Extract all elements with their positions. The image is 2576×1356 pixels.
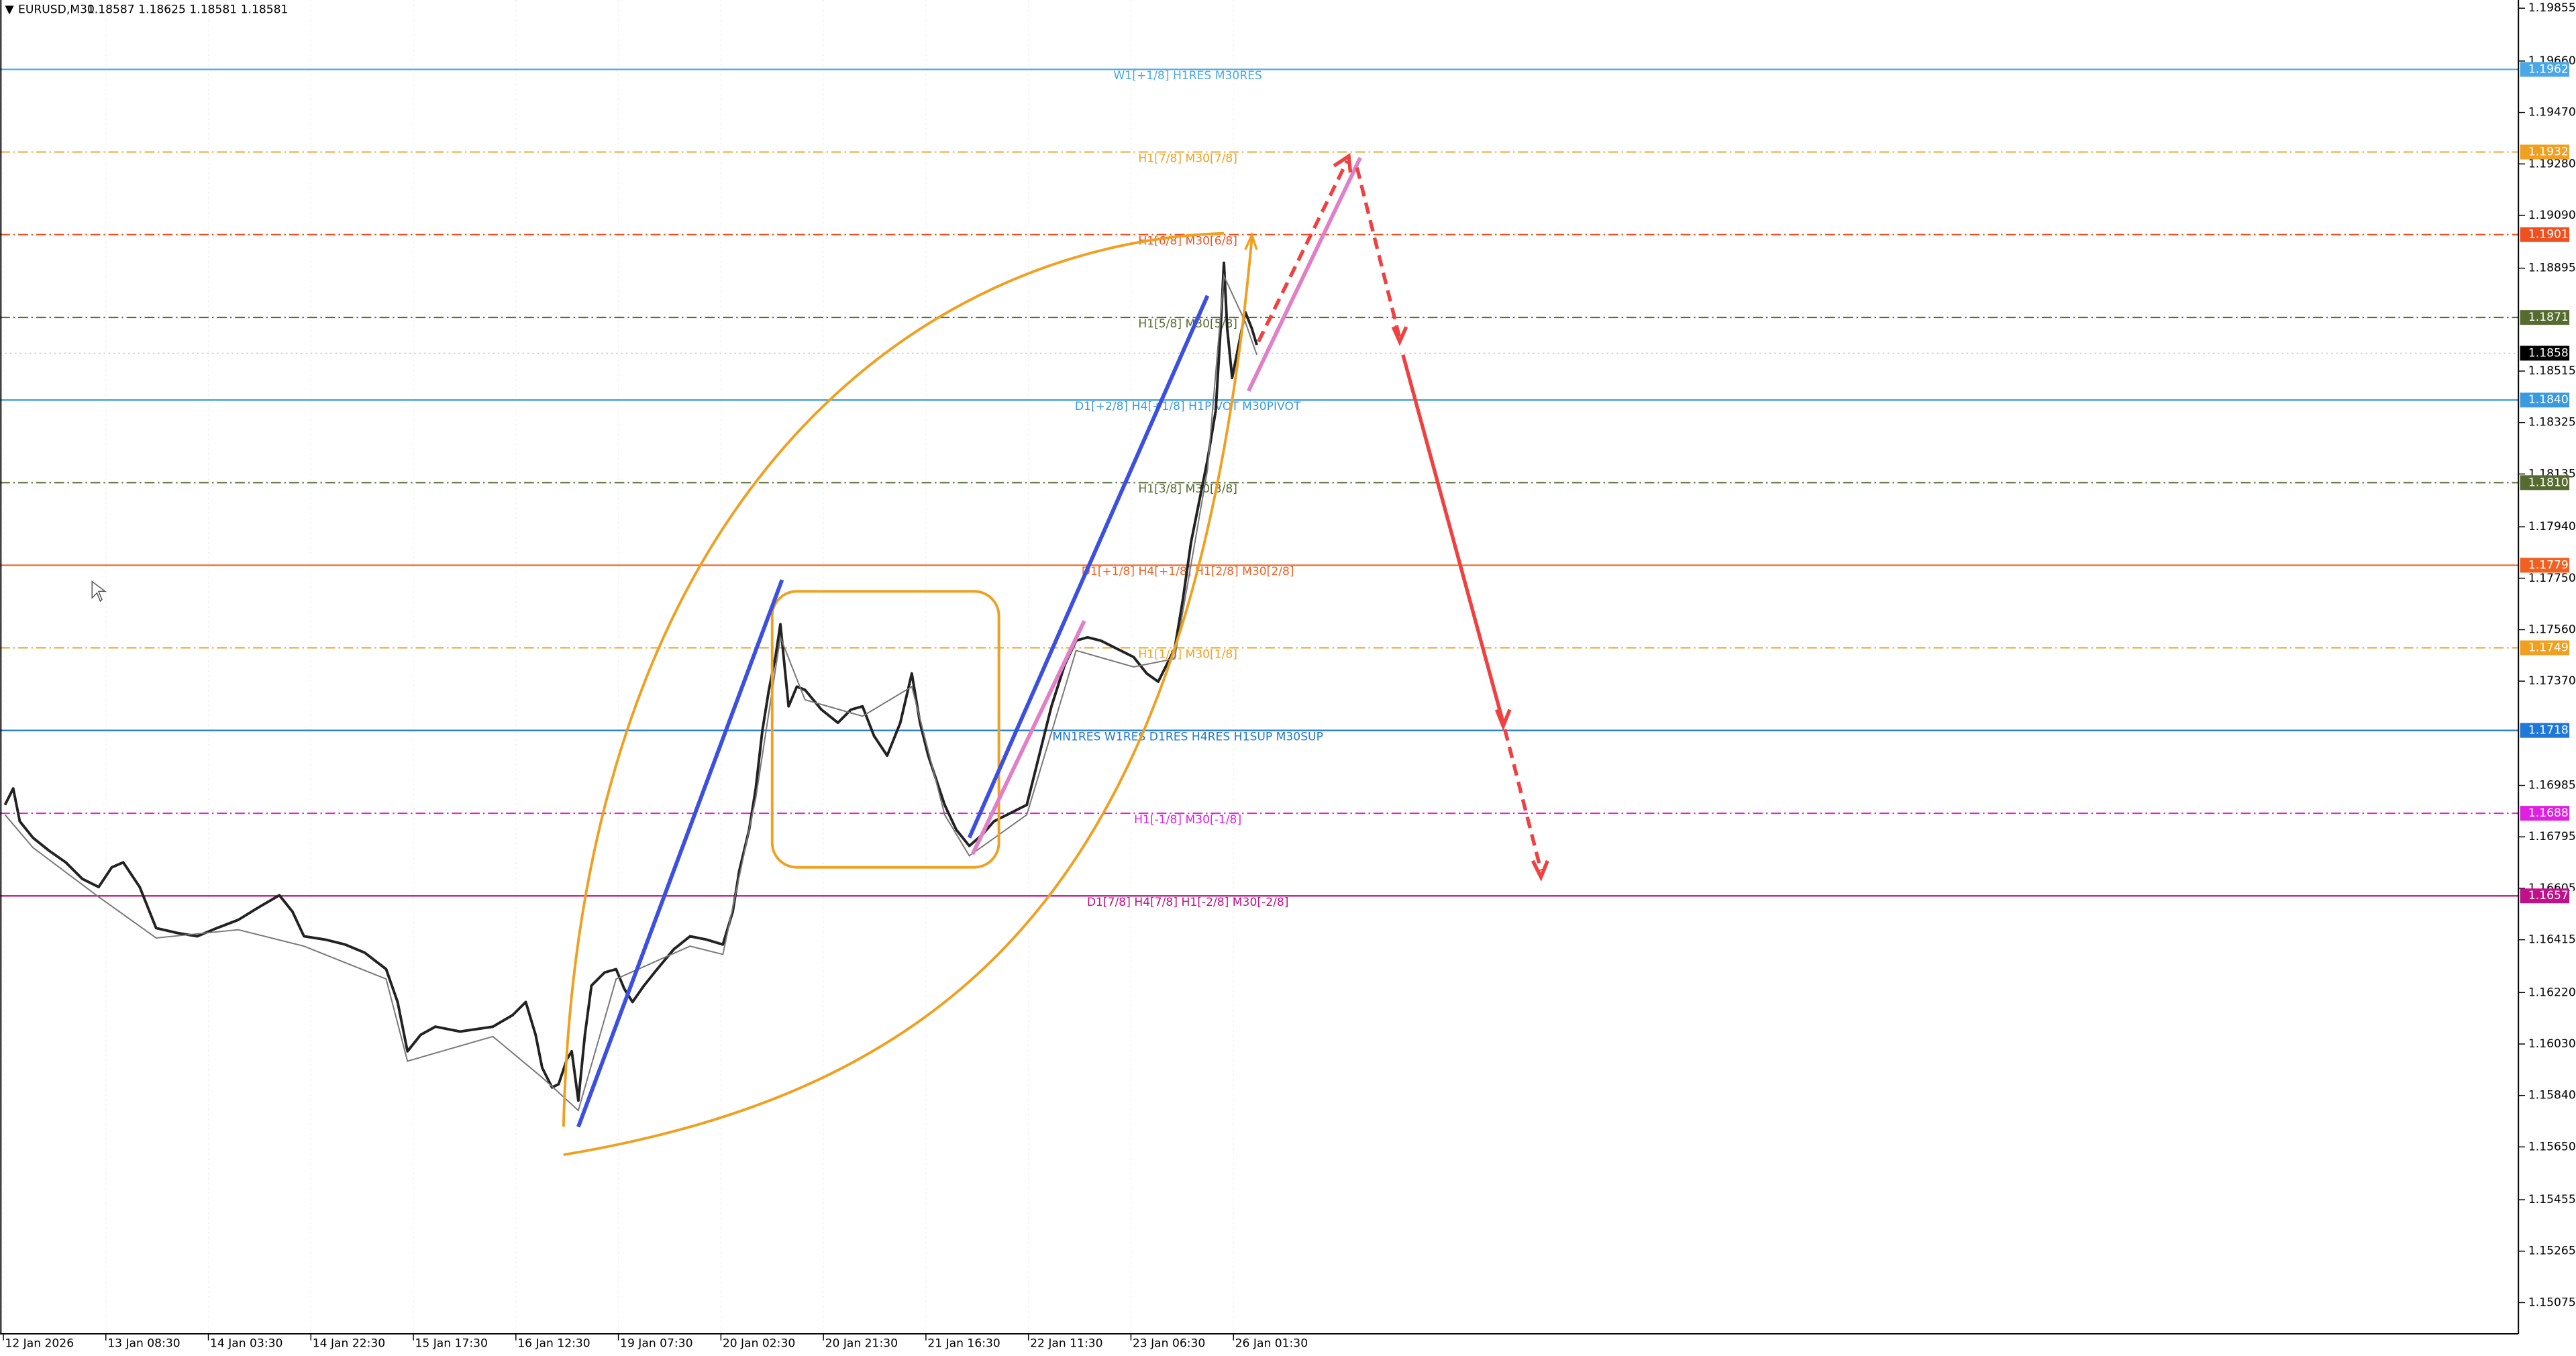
time-label: 21 Jan 16:30 [927,1337,1000,1351]
lower-arc [563,238,1253,1157]
price-label: 1.19470 [2528,106,2576,119]
level-label: D1[+2/8] H4[+1/8] H1PIVOT M30PIVOT [1075,400,1301,413]
price-label: 1.19855 [2528,1,2576,15]
level-label: MN1RES W1RES D1RES H4RES H1SUP M30SUP [1052,730,1323,743]
price-tag [2520,723,2570,738]
trend-line [970,620,1086,855]
time-label: 19 Jan 07:30 [620,1337,692,1351]
forecast-extension [1503,729,1543,872]
price-tag-label: 1.19324 [2528,146,2576,159]
time-label: 14 Jan 22:30 [313,1337,385,1351]
price-tag-label: 1.17188 [2528,724,2576,737]
price-tag [2520,475,2570,490]
price-label: 1.16985 [2528,779,2576,792]
level-label: H1[7/8] M30[7/8] [1138,152,1237,165]
price-tag-label: 1.17493 [2528,641,2576,655]
trend-line [1247,156,1362,392]
arc-arrow [1244,231,1258,250]
arrow-head [1494,709,1512,731]
symbol: EURUSD,M30 [18,3,95,17]
time-label: 16 Jan 12:30 [517,1337,590,1351]
time-label: 12 Jan 2026 [5,1337,74,1351]
quotes: 1.18587 1.18625 1.18581 1.18581 [87,3,289,17]
current-price-tag [2520,346,2570,361]
price-tag-label: 1.16882 [2528,806,2576,820]
price-label: 1.19280 [2528,157,2576,170]
price-tag [2520,227,2570,242]
price-tag [2520,144,2570,160]
price-tag-label: 1.19019 [2528,228,2576,242]
grid [3,0,1234,1334]
forecast-drop [1401,354,1505,723]
price-label: 1.15075 [2528,1296,2576,1309]
price-label: 1.19090 [2528,209,2576,222]
header-arrow: ▼ [5,3,14,17]
time-label: 20 Jan 21:30 [825,1337,898,1351]
consolidation-box [770,590,1000,869]
time-label: 26 Jan 01:30 [1235,1337,1308,1351]
axes: 1.198551.196601.194701.192801.190901.188… [3,1,2576,1351]
price-label: 1.17560 [2528,623,2576,636]
price-tag-label: 1.18408 [2528,393,2576,407]
price-label: 1.17940 [2528,520,2576,533]
time-label: 15 Jan 17:30 [415,1337,488,1351]
level-label: D1[7/8] H4[7/8] H1[-2/8] M30[-2/8] [1087,896,1289,909]
price-label: 1.16030 [2528,1037,2576,1051]
price-label: 1.18895 [2528,262,2576,275]
mouse-cursor [91,580,107,603]
upper-arc [562,231,1225,1127]
level-label: H1[1/8] M30[1/8] [1138,647,1237,661]
price-label: 1.16220 [2528,986,2576,999]
time-label: 22 Jan 11:30 [1030,1337,1102,1351]
time-label: 20 Jan 02:30 [723,1337,795,1351]
current-price-label: 1.18581 [2528,346,2576,360]
price-tag-label: 1.17798 [2528,558,2576,572]
arrow-head [1391,326,1408,346]
level-label: H1[-1/8] M30[-1/8] [1134,813,1241,827]
price-label: 1.16795 [2528,830,2576,843]
price-tag-label: 1.18103 [2528,476,2576,489]
price-tag-label: 1.16577 [2528,889,2576,902]
price-tag [2520,806,2570,821]
price-label: 1.17370 [2528,674,2576,688]
price-tag [2520,640,2570,656]
price-tag [2520,62,2570,77]
time-label: 13 Jan 08:30 [107,1337,180,1351]
time-label: 14 Jan 03:30 [210,1337,282,1351]
price-label: 1.15840 [2528,1089,2576,1102]
forecast-arrows [1257,152,1549,882]
price-tag [2520,393,2570,408]
price-label: 1.16415 [2528,933,2576,947]
price-tag-label: 1.19629 [2528,62,2576,76]
forecast-down [1355,167,1402,339]
price-path-shadow [4,273,1257,1112]
price-label: 1.15265 [2528,1245,2576,1258]
level-label: H1[5/8] M30[5/8] [1138,317,1237,331]
price-label: 1.18515 [2528,364,2576,378]
price-label: 1.15650 [2528,1140,2576,1153]
price-tag [2520,310,2570,325]
level-label: W1[+1/8] H1RES M30RES [1113,69,1262,83]
arrow-head [1333,152,1353,173]
price-tag [2520,558,2570,573]
trend-line [576,579,784,1128]
price-tag [2520,888,2570,904]
trend-line [967,295,1210,839]
price-tag-label: 1.18713 [2528,311,2576,324]
forecast-up [1257,160,1349,343]
level-label: H1[3/8] M30[3/8] [1138,482,1237,496]
arrow-head [1531,859,1549,882]
price-label: 1.15455 [2528,1193,2576,1206]
time-label: 23 Jan 06:30 [1133,1337,1205,1351]
price-label: 1.17750 [2528,572,2576,585]
price-label: 1.18325 [2528,416,2576,429]
